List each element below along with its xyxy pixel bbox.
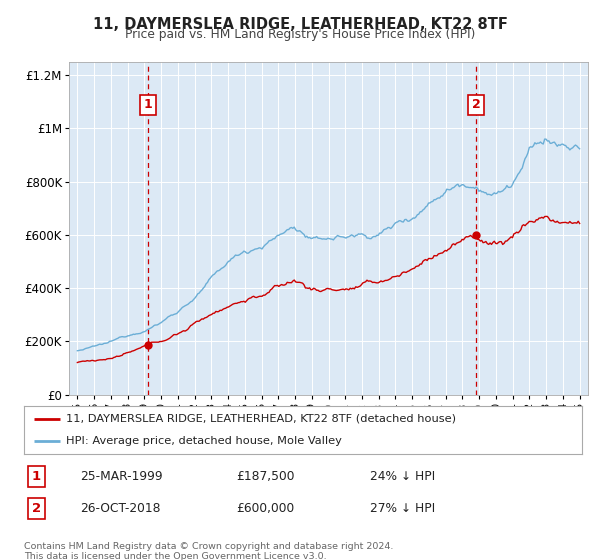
Text: This data is licensed under the Open Government Licence v3.0.: This data is licensed under the Open Gov…	[24, 552, 326, 560]
Text: 2: 2	[32, 502, 41, 515]
Text: Contains HM Land Registry data © Crown copyright and database right 2024.: Contains HM Land Registry data © Crown c…	[24, 542, 394, 551]
Text: 24% ↓ HPI: 24% ↓ HPI	[370, 470, 435, 483]
Text: 2: 2	[472, 99, 481, 111]
Text: 11, DAYMERSLEA RIDGE, LEATHERHEAD, KT22 8TF (detached house): 11, DAYMERSLEA RIDGE, LEATHERHEAD, KT22 …	[66, 414, 456, 424]
Text: Price paid vs. HM Land Registry's House Price Index (HPI): Price paid vs. HM Land Registry's House …	[125, 28, 475, 41]
Text: HPI: Average price, detached house, Mole Valley: HPI: Average price, detached house, Mole…	[66, 436, 342, 446]
Text: £187,500: £187,500	[236, 470, 295, 483]
Text: £600,000: £600,000	[236, 502, 294, 515]
Text: 11, DAYMERSLEA RIDGE, LEATHERHEAD, KT22 8TF: 11, DAYMERSLEA RIDGE, LEATHERHEAD, KT22 …	[92, 17, 508, 32]
Text: 27% ↓ HPI: 27% ↓ HPI	[370, 502, 435, 515]
Text: 1: 1	[144, 99, 152, 111]
Text: 1: 1	[32, 470, 41, 483]
Text: 26-OCT-2018: 26-OCT-2018	[80, 502, 160, 515]
Text: 25-MAR-1999: 25-MAR-1999	[80, 470, 163, 483]
